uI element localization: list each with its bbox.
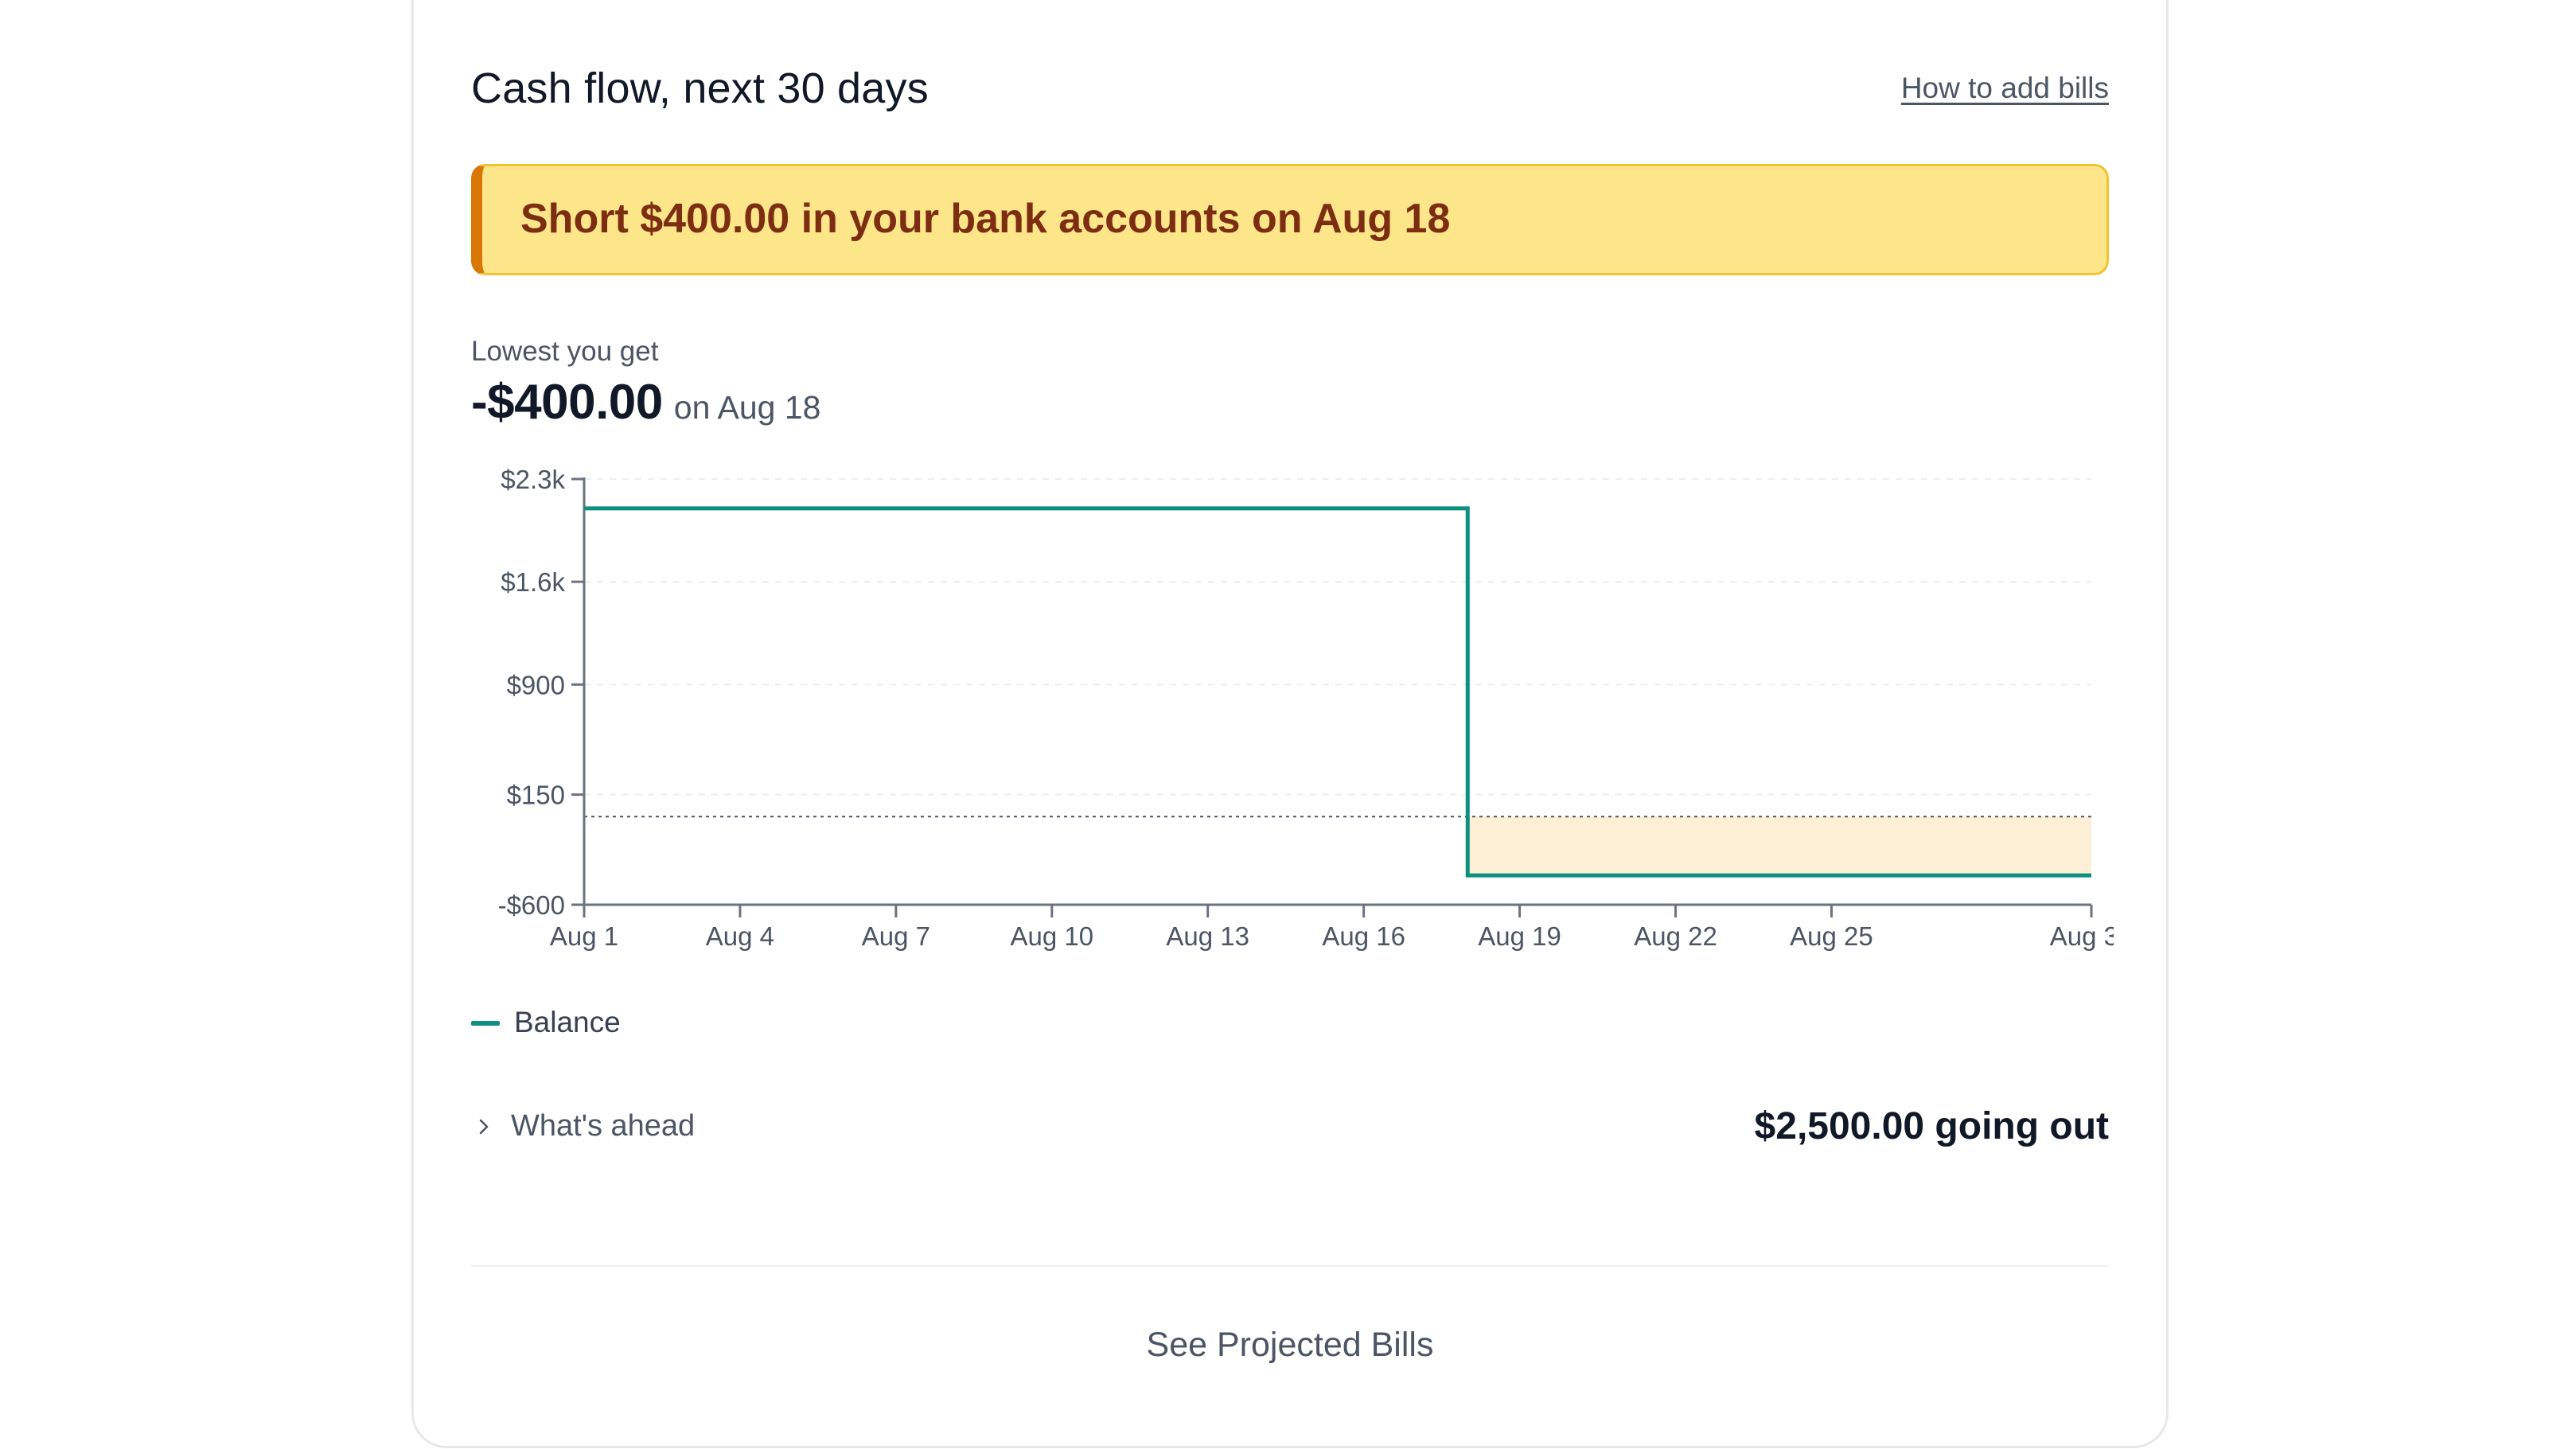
lowest-balance-row: -$400.00 on Aug 18	[471, 374, 820, 430]
y-tick-label: $150	[507, 781, 565, 810]
x-tick-label: Aug 1	[550, 921, 618, 951]
card-title: Cash flow, next 30 days	[471, 64, 929, 112]
y-tick-label: $2.3k	[501, 465, 565, 494]
y-tick-label: -$600	[498, 890, 565, 920]
card-header: Cash flow, next 30 days How to add bills	[471, 64, 2109, 119]
chevron-right-icon[interactable]	[474, 1117, 493, 1136]
balance-chart: -$600 $150 $900 $1.6k $2.3k Aug 1 Aug 4 Aug 7 Au…	[498, 465, 2114, 951]
x-tick-label: Aug 22	[1634, 921, 1717, 951]
x-tick-label: Aug 4	[706, 921, 774, 951]
balance-series-line	[584, 506, 2091, 878]
balance-legend-label: Balance	[514, 1006, 621, 1038]
shortfall-alert-text: Short $400.00 in your bank accounts on A…	[520, 196, 1451, 242]
divider	[471, 1265, 2109, 1267]
lowest-balance-label: Lowest you get	[471, 336, 659, 367]
chart-series	[584, 506, 2091, 878]
card-content: Cash flow, next 30 days How to add bills…	[471, 0, 2114, 1446]
shortfall-alert: Short $400.00 in your bank accounts on A…	[471, 164, 2109, 275]
balance-legend-swatch	[471, 1021, 500, 1026]
shortfall-area	[1467, 816, 2091, 876]
x-tick-label: Aug 25	[1790, 921, 1873, 951]
x-tick-label: Aug 13	[1166, 921, 1249, 951]
going-out-total: $2,500.00 going out	[1754, 1105, 2109, 1147]
chart-grid	[584, 478, 2091, 796]
x-tick-label: Aug 10	[1010, 921, 1093, 951]
how-to-add-bills-link[interactable]: How to add bills	[1900, 72, 2109, 104]
y-tick-label: $900	[507, 670, 565, 699]
see-projected-bills-button[interactable]: See Projected Bills	[1146, 1326, 1434, 1364]
whats-ahead-row: What's ahead $2,500.00 going out	[471, 1104, 2109, 1152]
lowest-balance-value: -$400.00	[471, 375, 663, 430]
x-tick-label: Aug 30	[2050, 921, 2114, 951]
shortfall-area-rect	[1467, 816, 2091, 876]
y-tick-label: $1.6k	[501, 567, 565, 597]
x-tick-label: Aug 16	[1322, 921, 1405, 951]
x-tick-label: Aug 19	[1478, 921, 1561, 951]
lowest-balance-date: on Aug 18	[673, 389, 821, 426]
chart-axes: -$600 $150 $900 $1.6k $2.3k Aug 1 Aug 4 Aug 7 Au…	[498, 465, 2114, 951]
x-tick-label: Aug 7	[862, 921, 930, 951]
cash-flow-card: Cash flow, next 30 days How to add bills…	[411, 0, 2169, 1448]
whats-ahead-toggle[interactable]: What's ahead	[511, 1109, 696, 1143]
